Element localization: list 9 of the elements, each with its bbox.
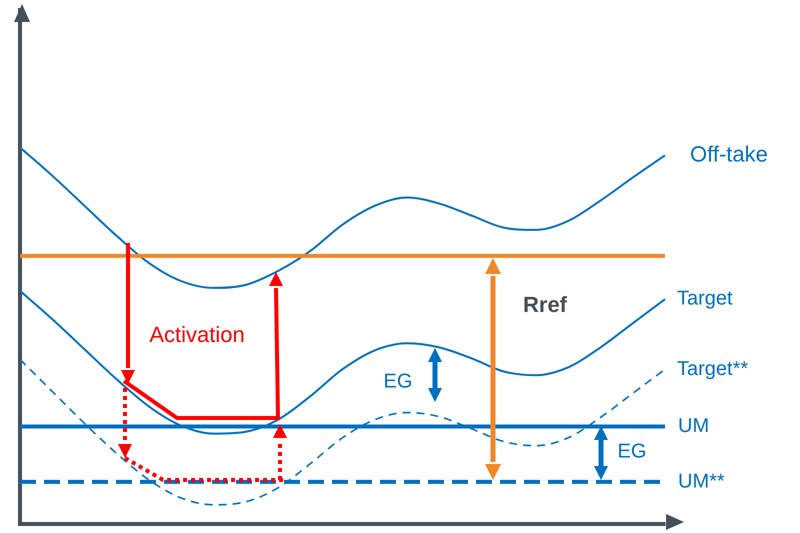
series-label: Target bbox=[677, 288, 734, 310]
annotation: EG bbox=[384, 370, 412, 393]
ref-line-label: UM** bbox=[678, 470, 725, 492]
annotation: Activation bbox=[149, 322, 245, 348]
series-label: Off-take bbox=[690, 141, 768, 166]
annotation: Rref bbox=[522, 292, 568, 318]
series-label: Target** bbox=[677, 358, 748, 380]
ref-line-label: UM bbox=[678, 414, 710, 437]
annotation: EG bbox=[618, 440, 646, 463]
